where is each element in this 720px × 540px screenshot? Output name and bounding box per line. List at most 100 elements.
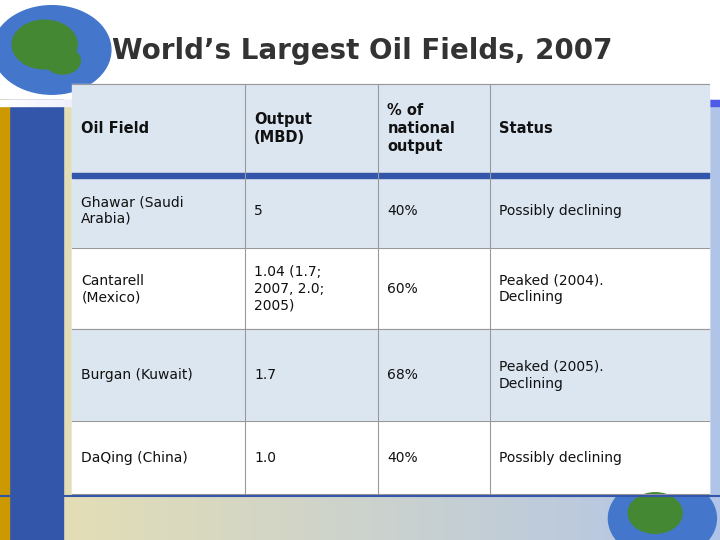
Bar [288, 100, 294, 540]
Text: Oil Field: Oil Field [81, 121, 150, 136]
Bar [498, 100, 504, 540]
Text: Possibly declining: Possibly declining [499, 451, 622, 464]
Bar [414, 100, 420, 540]
Bar [576, 100, 582, 540]
Bar [564, 100, 570, 540]
Text: World’s Largest Oil Fields, 2007: World’s Largest Oil Fields, 2007 [112, 37, 612, 65]
Bar [270, 100, 279, 106]
Bar [486, 100, 495, 106]
Bar [477, 100, 486, 106]
Bar [684, 100, 690, 540]
Bar [684, 100, 693, 106]
Bar [186, 100, 192, 540]
Text: 60%: 60% [387, 282, 418, 296]
Bar [402, 100, 408, 540]
Text: 40%: 40% [387, 204, 418, 218]
Bar [624, 100, 630, 540]
Bar [636, 100, 642, 540]
Circle shape [628, 492, 683, 534]
Text: 1.0: 1.0 [254, 451, 276, 464]
Bar [444, 100, 450, 540]
Bar [174, 100, 180, 540]
Bar [114, 100, 120, 540]
Bar [222, 100, 228, 540]
Bar [540, 100, 546, 540]
Bar [162, 100, 171, 106]
Bar [207, 100, 216, 106]
Text: Output
(MBD): Output (MBD) [254, 112, 312, 145]
Bar [360, 100, 366, 540]
Bar [216, 100, 222, 540]
Bar [258, 100, 264, 540]
Bar [9, 100, 18, 106]
Text: 1.04 (1.7;
2007, 2.0;
2005): 1.04 (1.7; 2007, 2.0; 2005) [254, 265, 325, 313]
Bar [132, 100, 138, 540]
Bar [528, 100, 534, 540]
Bar [72, 329, 709, 421]
Bar [24, 100, 30, 540]
Bar [522, 100, 531, 106]
Bar [654, 100, 660, 540]
Bar [657, 100, 666, 106]
Bar [306, 100, 315, 106]
Bar [18, 100, 27, 106]
Bar [426, 100, 432, 540]
Bar [276, 100, 282, 540]
Bar [360, 100, 369, 106]
Bar [441, 100, 450, 106]
Bar [90, 100, 99, 106]
Bar [30, 100, 36, 540]
Bar [180, 100, 186, 540]
Bar [198, 100, 207, 106]
Bar [180, 100, 189, 106]
Bar [156, 100, 162, 540]
Bar [432, 100, 438, 540]
Bar [216, 100, 225, 106]
Text: DaQing (China): DaQing (China) [81, 451, 188, 464]
Bar [0, 100, 9, 540]
Bar [423, 100, 432, 106]
Bar [99, 100, 108, 106]
Bar [702, 100, 711, 106]
Bar [135, 100, 144, 106]
Bar [246, 100, 252, 540]
Bar [387, 100, 396, 106]
Bar [648, 100, 654, 540]
Text: 5: 5 [254, 204, 263, 218]
Bar [225, 100, 234, 106]
Text: Ghawar (Saudi
Arabia): Ghawar (Saudi Arabia) [81, 195, 184, 226]
Bar [678, 100, 684, 540]
Bar [150, 100, 156, 540]
Bar [192, 100, 198, 540]
Bar [378, 100, 387, 106]
Bar [648, 100, 657, 106]
Bar [570, 100, 576, 540]
Bar [36, 100, 42, 540]
Bar [6, 100, 12, 540]
Bar [702, 100, 708, 540]
Bar [60, 100, 66, 540]
Bar [480, 100, 486, 540]
Bar [84, 100, 90, 540]
Circle shape [45, 48, 81, 74]
Bar [27, 100, 36, 106]
Bar [396, 100, 405, 106]
Bar [585, 100, 594, 106]
Bar [315, 100, 324, 106]
Text: Cantarell
(Mexico): Cantarell (Mexico) [81, 274, 144, 304]
Bar [459, 100, 468, 106]
Bar [567, 100, 576, 106]
Text: % of
national
output: % of national output [387, 103, 455, 154]
Bar [594, 100, 600, 540]
Bar [390, 100, 396, 540]
Bar [324, 100, 333, 106]
Bar [42, 100, 48, 540]
Bar [621, 100, 630, 106]
Bar [558, 100, 564, 540]
Bar [486, 100, 492, 540]
Bar [531, 100, 540, 106]
Bar [144, 100, 153, 106]
Bar [108, 100, 114, 540]
Bar [468, 100, 474, 540]
Bar [546, 100, 552, 540]
